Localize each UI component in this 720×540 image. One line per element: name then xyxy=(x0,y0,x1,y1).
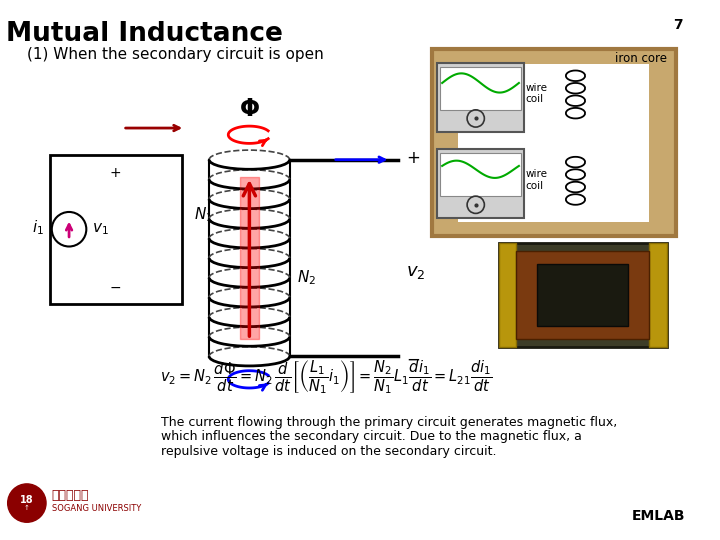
Text: $v_1$: $v_1$ xyxy=(92,221,109,237)
FancyBboxPatch shape xyxy=(437,63,523,132)
FancyBboxPatch shape xyxy=(437,149,523,218)
Text: 서강대학교: 서강대학교 xyxy=(52,489,89,502)
Text: $\boldsymbol{\Phi}$: $\boldsymbol{\Phi}$ xyxy=(239,97,260,121)
Circle shape xyxy=(8,484,46,522)
Text: (1) When the secondary circuit is open: (1) When the secondary circuit is open xyxy=(27,48,323,63)
FancyBboxPatch shape xyxy=(499,243,516,347)
Text: The current flowing through the primary circuit generates magnetic flux,: The current flowing through the primary … xyxy=(161,416,617,429)
Text: $+$: $+$ xyxy=(109,166,121,180)
Text: Mutual Inductance: Mutual Inductance xyxy=(6,21,283,46)
Text: $N_2$: $N_2$ xyxy=(297,268,316,287)
Text: ↑: ↑ xyxy=(24,505,30,511)
Text: wire
coil: wire coil xyxy=(526,169,548,191)
Text: which influences the secondary circuit. Due to the magnetic flux, a: which influences the secondary circuit. … xyxy=(161,430,582,443)
FancyBboxPatch shape xyxy=(499,243,667,347)
Text: $+$: $+$ xyxy=(406,149,420,167)
Text: $-$: $-$ xyxy=(406,349,420,367)
Text: $v_2$: $v_2$ xyxy=(406,264,425,281)
FancyBboxPatch shape xyxy=(537,264,629,326)
Text: iron core: iron core xyxy=(615,52,667,65)
Text: $v_2 = N_2\,\dfrac{d\Phi}{dt} = N_2\,\dfrac{d}{dt}\left[\left(\dfrac{L_1}{N_1}i_: $v_2 = N_2\,\dfrac{d\Phi}{dt} = N_2\,\df… xyxy=(160,358,492,396)
FancyBboxPatch shape xyxy=(431,49,676,237)
Text: SOGANG UNIVERSITY: SOGANG UNIVERSITY xyxy=(52,504,141,514)
FancyBboxPatch shape xyxy=(459,64,649,222)
FancyBboxPatch shape xyxy=(516,251,649,339)
Text: $-$: $-$ xyxy=(109,280,121,294)
Text: 18: 18 xyxy=(20,495,34,505)
FancyBboxPatch shape xyxy=(440,153,521,196)
Text: $i_1$: $i_1$ xyxy=(32,218,44,237)
Text: wire
coil: wire coil xyxy=(526,83,548,104)
Text: 7: 7 xyxy=(673,18,683,32)
Text: EMLAB: EMLAB xyxy=(631,509,685,523)
Text: $N_1$: $N_1$ xyxy=(194,206,213,224)
Text: repulsive voltage is induced on the secondary circuit.: repulsive voltage is induced on the seco… xyxy=(161,444,497,457)
FancyBboxPatch shape xyxy=(649,243,667,347)
FancyBboxPatch shape xyxy=(440,66,521,110)
